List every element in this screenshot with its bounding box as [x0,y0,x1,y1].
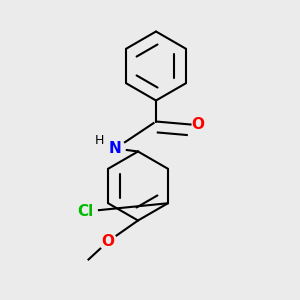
Text: O: O [101,234,115,249]
Text: H: H [94,134,104,148]
Text: N: N [109,141,122,156]
Text: Cl: Cl [77,204,94,219]
Text: O: O [191,117,205,132]
